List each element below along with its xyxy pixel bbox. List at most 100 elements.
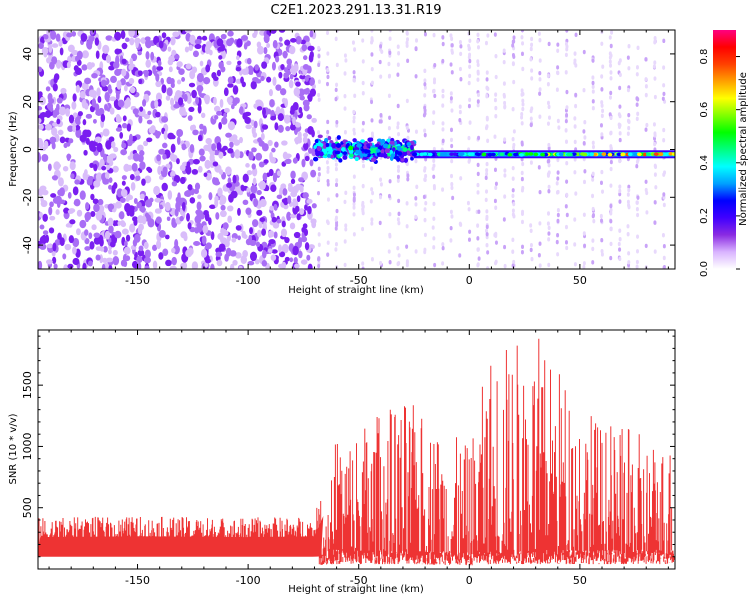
spectrogram-cell xyxy=(176,128,184,138)
spectrogram-cell xyxy=(423,217,427,223)
spectrogram-cell xyxy=(334,242,338,247)
spectrogram-cell xyxy=(609,90,613,96)
spectrogram-cell xyxy=(66,153,71,162)
spectrogram-cell xyxy=(344,227,348,232)
spectrogram-cell xyxy=(441,41,445,47)
spectrogram-cell xyxy=(85,202,90,210)
spectrogram-cell xyxy=(547,41,551,47)
spectrogram-cell xyxy=(122,253,127,263)
spectrogram-cell xyxy=(218,121,222,130)
spectrogram-cell xyxy=(512,259,516,265)
spectrogram-cell xyxy=(380,138,386,144)
spectrogram-cell xyxy=(451,195,455,201)
spectrogram-cell xyxy=(178,68,185,76)
spectrogram-cell xyxy=(653,172,657,177)
spectrogram-cell xyxy=(450,158,454,164)
spectrogram-cell xyxy=(177,192,181,202)
spectrogram-cell xyxy=(352,192,356,197)
spectrogram-cell xyxy=(352,109,356,115)
spectrogram-cell xyxy=(645,122,649,128)
spectrogram-cell xyxy=(75,128,82,138)
spectrogram-cell xyxy=(450,43,454,48)
spectrogram-cell xyxy=(246,170,253,176)
spectrogram-cell xyxy=(334,36,338,42)
spectrogram-cell xyxy=(52,256,57,264)
spectrogram-cell xyxy=(574,103,578,109)
spectrogram-cell xyxy=(352,77,356,83)
spectrogram-cell xyxy=(335,178,339,183)
spectrogram-cell xyxy=(103,153,108,163)
spectrogram-cell xyxy=(74,55,79,62)
spectrogram-cell xyxy=(194,38,202,45)
spectrogram-cell xyxy=(564,224,568,230)
spectrogram-cell xyxy=(85,137,90,145)
spectrogram-cell xyxy=(154,197,162,203)
spectrogram-cell xyxy=(286,64,292,70)
spectrogram-cell xyxy=(143,241,149,250)
spectrogram-cell xyxy=(63,264,69,269)
spectrogram-cell xyxy=(626,232,630,237)
spectrogram-cell xyxy=(293,257,298,264)
spectrogram-cell xyxy=(89,241,95,250)
spectrogram-cell xyxy=(467,80,471,86)
spectrogram-cell xyxy=(251,147,257,153)
spectrogram-cell xyxy=(141,215,147,225)
spectrogram-cell xyxy=(486,250,490,255)
spectrogram-cell xyxy=(232,85,239,95)
spectrogram-cell xyxy=(582,49,586,55)
spectrogram-cell xyxy=(520,30,524,33)
spectrogram-cell xyxy=(352,198,356,203)
spectrogram-cell xyxy=(361,203,365,208)
spectrogram-cell xyxy=(396,178,400,183)
spectrogram-cell xyxy=(405,43,409,48)
spectrogram-cell xyxy=(512,35,516,40)
spectrogram-cell xyxy=(56,103,60,111)
spectrogram-cell xyxy=(55,33,61,42)
spectrogram-cell xyxy=(232,174,237,184)
spectrogram-cell xyxy=(635,72,639,77)
spectrogram-cell xyxy=(467,237,471,242)
spectrogram-cell xyxy=(547,188,551,194)
spectrogram-cell xyxy=(564,118,568,124)
spectrogram-cell xyxy=(608,59,612,64)
spectrogram-cell xyxy=(158,148,166,155)
spectrogram-cell xyxy=(370,166,374,171)
spectrogram-cell xyxy=(187,222,192,230)
spectrogram-cell xyxy=(433,262,437,268)
spectrogram-cell xyxy=(197,165,203,173)
spectrogram-cell xyxy=(55,209,60,216)
spectrogram-cell xyxy=(338,152,343,157)
spectrogram-cell xyxy=(38,66,43,73)
spectrogram-cell xyxy=(600,252,604,257)
spectrogram-cell xyxy=(66,61,71,69)
spectrogram-cell xyxy=(352,212,356,217)
spectrogram-cell xyxy=(317,166,321,172)
spectrogram-cell xyxy=(370,66,374,72)
spectrogram-cell xyxy=(565,113,569,118)
spectrogram-cell xyxy=(165,234,170,240)
spectrogram-cell xyxy=(256,45,264,55)
spectrogram-cell xyxy=(261,143,269,152)
spectrogram-cell xyxy=(565,179,569,184)
spectrogram-cell xyxy=(432,236,436,241)
spectrogram-cell xyxy=(591,58,595,63)
spectrogram-cell xyxy=(47,163,52,171)
spectrogram-cell xyxy=(281,243,289,254)
spectrogram-cell xyxy=(441,261,445,266)
spectrogram-cell xyxy=(90,30,95,35)
spectrogram-cell xyxy=(123,84,128,92)
spectrogram-cell xyxy=(449,127,453,133)
spectrogram-cell xyxy=(529,223,533,228)
spectrogram-cell xyxy=(591,177,595,182)
spectrogram-cell xyxy=(537,31,541,36)
spectrogram-cell xyxy=(331,142,337,149)
spectrogram-cell xyxy=(251,167,258,177)
spectrogram-cell xyxy=(121,180,126,186)
spectrogram-cell xyxy=(171,180,178,187)
spectrogram-cell xyxy=(380,149,385,154)
spectrogram-cell xyxy=(189,143,195,153)
spectrogram-cell xyxy=(95,50,100,59)
spectrogram-cell xyxy=(609,203,613,209)
spectrogram-cell xyxy=(41,153,49,162)
spectrogram-cell xyxy=(520,115,524,120)
